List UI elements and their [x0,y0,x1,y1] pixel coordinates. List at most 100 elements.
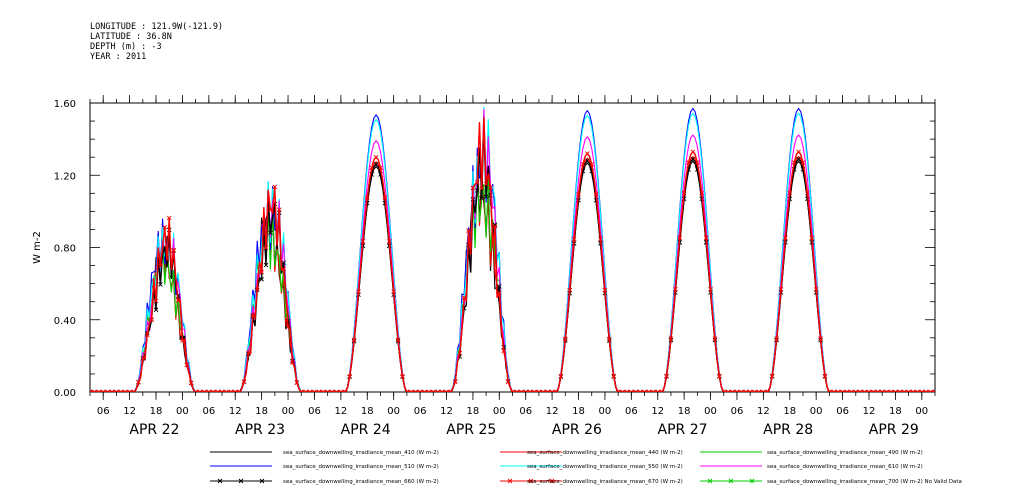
series-marker [175,298,181,303]
x-hour-label: 00 [704,406,717,417]
series-marker [761,389,766,392]
series-marker [871,389,876,392]
series-marker [686,160,691,165]
series-marker [620,389,625,392]
legend-marker [217,478,223,484]
x-hour-label: 18 [572,406,585,417]
x-hour-label: 00 [493,406,506,417]
series-marker [901,389,907,392]
series-marker [298,389,304,392]
series-marker [796,156,801,162]
series-marker [699,190,705,196]
series-marker [90,389,93,392]
x-hour-label: 18 [361,406,374,417]
x-day-label: APR 22 [129,422,179,438]
series-marker [158,263,163,269]
series-marker [774,336,779,341]
series-marker [492,223,498,229]
x-day-label: APR 26 [552,422,602,438]
series-marker [268,207,273,212]
latitude-label: LATITUDE : 36.8N [90,32,172,42]
series-marker [505,379,511,385]
series-marker [818,336,823,341]
series-marker [224,389,229,392]
series-marker [888,389,894,392]
series-marker [545,389,551,392]
y-tick-label: 1.20 [54,171,76,182]
series-marker [197,389,203,392]
series-marker [840,389,845,392]
x-day-label: APR 24 [341,422,391,438]
series-marker [857,389,863,392]
x-hour-label: 12 [123,406,136,417]
x-hour-label: 18 [678,406,691,417]
series-marker [893,389,898,392]
x-hour-label: 12 [757,406,770,417]
series-marker [853,389,859,392]
series-marker [483,181,489,187]
series-marker [92,389,97,392]
series-marker [373,154,379,160]
series-marker [263,245,269,251]
series-marker [734,389,740,392]
series-marker [690,156,696,162]
series-marker [395,337,401,343]
series-marker [369,165,374,170]
legend-marker [728,478,734,484]
series-marker [598,236,603,242]
series-marker [879,389,885,392]
series-marker [241,379,247,384]
series-line [90,107,935,392]
series-marker [584,158,590,164]
series-marker [747,389,753,392]
series-marker [162,224,168,230]
series-marker [796,149,801,155]
series-marker [866,389,872,392]
series-marker [567,287,573,293]
x-hour-label: 06 [308,406,321,417]
series-marker [862,389,867,392]
series-marker [140,356,146,361]
series-marker [285,324,291,330]
series-marker [642,389,647,392]
series-marker [558,373,564,379]
series-marker [276,207,282,212]
y-tick-label: 0.80 [54,244,76,255]
x-hour-label: 06 [202,406,215,417]
x-hour-label: 00 [599,406,612,417]
series-group [90,106,935,392]
series-marker [448,389,454,392]
series-marker [184,362,190,368]
series-marker [290,360,295,365]
series-marker [646,389,652,392]
series-marker [461,295,467,301]
series-marker [259,269,264,275]
series-marker [466,228,471,233]
series-marker [554,389,559,392]
series-marker [180,338,185,343]
series-marker [378,165,383,170]
series-marker [752,389,757,392]
series-marker [413,389,418,392]
legend-marker [507,478,513,484]
series-marker [329,389,335,392]
y-tick-label: 1.60 [54,99,76,110]
legend-entry: sea_surface_downwelling_irradiance_mean_… [767,479,962,485]
series-marker [769,373,775,379]
series-marker [263,262,269,268]
series-marker [717,373,722,379]
series-marker [153,298,159,304]
series-marker [725,389,731,392]
series-marker [915,389,920,392]
series-marker [756,389,762,392]
series-marker [281,260,286,265]
series-marker [928,389,933,392]
x-hour-label: 06 [97,406,110,417]
series-marker [171,247,176,253]
series-marker [202,389,207,392]
series-marker [144,332,150,338]
x-hour-label: 12 [334,406,347,417]
series-marker [822,373,828,379]
x-hour-label: 00 [915,406,928,417]
